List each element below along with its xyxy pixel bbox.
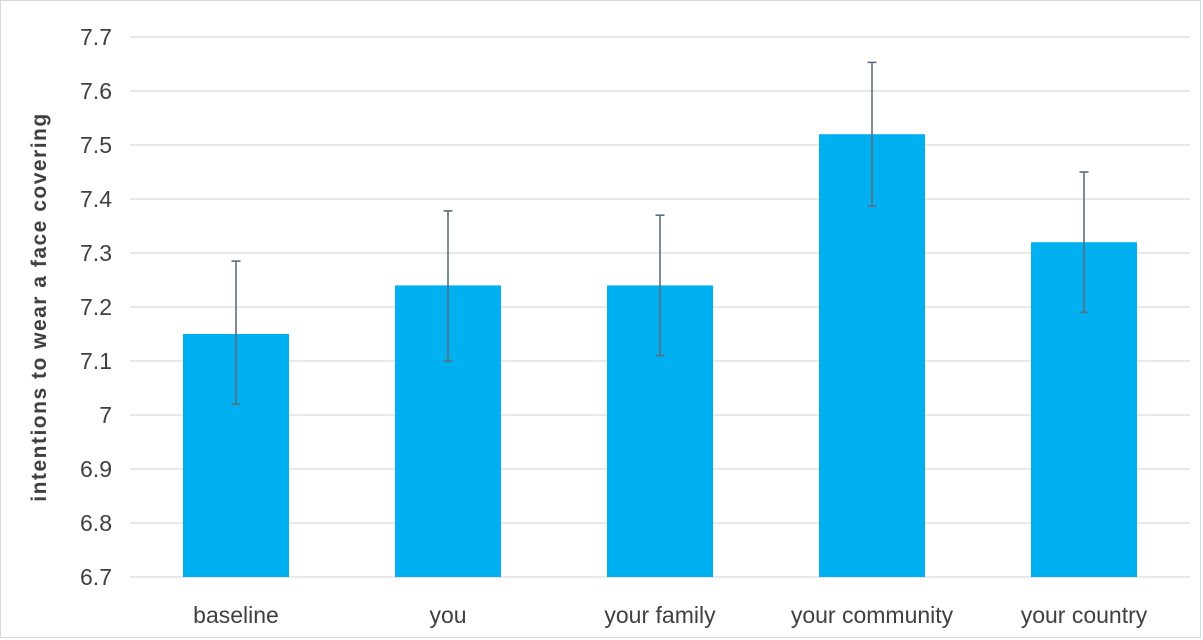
y-tick-label: 7.5 <box>80 132 112 158</box>
y-axis-ticks: 6.7 6.8 6.9 7 7.1 7.2 7.3 7.4 7.5 7.6 7.7 <box>80 24 112 590</box>
y-tick-label: 7.6 <box>80 78 112 104</box>
x-category-label: your family <box>604 602 716 628</box>
error-bars <box>231 61 1089 406</box>
y-tick-label: 7.3 <box>80 240 112 266</box>
y-tick-label: 6.9 <box>80 456 112 482</box>
error-bar <box>655 214 665 357</box>
y-axis-title: intentions to wear a face covering <box>28 112 51 501</box>
error-bar <box>867 61 877 207</box>
gridlines <box>130 36 1190 578</box>
x-category-label: your country <box>1021 602 1148 628</box>
y-tick-label: 6.7 <box>80 564 112 590</box>
error-bar <box>231 260 241 406</box>
bar-your-community <box>819 134 925 577</box>
y-tick-label: 7.1 <box>80 348 112 374</box>
error-bar <box>443 210 453 362</box>
x-category-label: your community <box>791 602 954 628</box>
y-tick-label: 7 <box>99 402 112 428</box>
y-tick-label: 7.2 <box>80 294 112 320</box>
error-bar <box>1079 171 1089 314</box>
y-tick-label: 6.8 <box>80 510 112 536</box>
x-axis-categories: baseline you your family your community your… <box>193 602 1148 628</box>
x-category-label: baseline <box>193 602 279 628</box>
x-category-label: you <box>429 602 466 628</box>
y-tick-label: 7.7 <box>80 24 112 50</box>
y-tick-label: 7.4 <box>80 186 112 212</box>
